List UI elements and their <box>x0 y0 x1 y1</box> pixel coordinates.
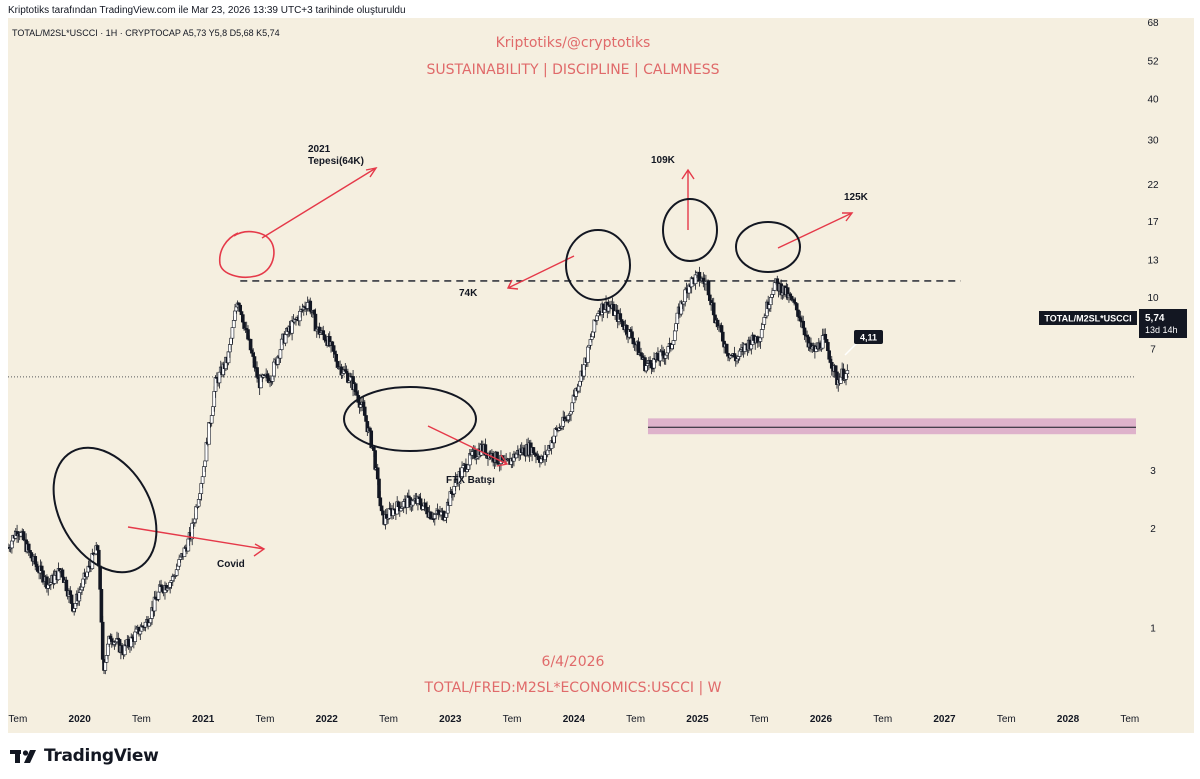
x-tick-label: Tem <box>503 714 522 725</box>
x-tick-label: 2022 <box>316 714 339 725</box>
y-tick-label: 22 <box>1147 180 1159 191</box>
price-chart[interactable]: TOTAL/M2SL*USCCI · 1H · CRYPTOCAP A5,73 … <box>8 18 1194 733</box>
x-tick-label: 2024 <box>563 714 586 725</box>
x-tick-label: Tem <box>132 714 151 725</box>
support-zone <box>647 418 1136 435</box>
x-tick-label: Tem <box>379 714 398 725</box>
price-axis[interactable]: 68 52 40 30 22 17 13 10 7 3 2 1 <box>1147 18 1159 635</box>
watermark: Kriptotiks/@cryptotiks SUSTAINABILITY | … <box>424 35 722 696</box>
peak-109k-arrowhead <box>681 168 695 180</box>
x-tick-label: 2028 <box>1057 714 1080 725</box>
x-tick-label: 2025 <box>686 714 709 725</box>
peak-125k-arrow <box>777 212 853 249</box>
y-tick-label: 3 <box>1150 466 1156 477</box>
time-axis[interactable]: Tem 2020 Tem 2021 Tem 2022 Tem 2023 Tem 2024 Tem 20… <box>8 714 1139 725</box>
export-note: Kriptotiks tarafından TradingView.com il… <box>8 5 406 16</box>
tradingview-wordmark: TradingView <box>44 746 159 766</box>
covid-ellipse <box>52 446 158 574</box>
ftx-arrowhead <box>496 454 509 467</box>
peak-125k-arrowhead <box>842 212 854 222</box>
peak-74k-arrowhead <box>506 279 519 290</box>
x-tick-label: 2020 <box>69 714 92 725</box>
x-tick-label: Tem <box>750 714 769 725</box>
tradingview-logo-icon <box>10 750 36 763</box>
tradingview-brand[interactable]: TradingView <box>10 746 159 766</box>
y-tick-label: 10 <box>1147 293 1159 304</box>
annotation-labels: 2021 Tepesi(64K) 109K 125K 74K FTX Batış… <box>217 144 869 570</box>
y-tick-label: 7 <box>1150 344 1156 355</box>
x-tick-label: Tem <box>1120 714 1139 725</box>
price-tag-value: 5,74 <box>1145 313 1165 324</box>
x-tick-label: 2023 <box>439 714 462 725</box>
x-tick-label: Tem <box>997 714 1016 725</box>
peak-2021-arrowhead <box>365 166 378 178</box>
y-tick-label: 30 <box>1147 136 1159 147</box>
y-tick-label: 68 <box>1147 18 1159 29</box>
watermark-date: 6/4/2026 <box>542 654 605 670</box>
peak-74k-ellipse <box>565 229 631 301</box>
peak-109k-ellipse <box>662 198 718 262</box>
peak-2021-circle <box>218 230 275 279</box>
price-tag-symbol: TOTAL/M2SL*USCCI <box>1044 314 1131 324</box>
y-tick-label: 2 <box>1150 524 1156 535</box>
level-badge: 4,11 <box>844 330 883 356</box>
y-tick-label: 52 <box>1147 57 1159 68</box>
price-tag-countdown: 13d 14h <box>1145 325 1178 335</box>
watermark-symbol: TOTAL/FRED:M2SL*ECONOMICS:USCCI | W <box>424 680 722 696</box>
peak-125k-ellipse <box>735 221 801 273</box>
symbol-legend: TOTAL/M2SL*USCCI · 1H · CRYPTOCAP A5,73 … <box>12 28 280 38</box>
peak-2021-arrow <box>261 167 377 239</box>
label-covid: Covid <box>217 559 245 570</box>
y-tick-label: 13 <box>1147 256 1159 267</box>
watermark-motto: SUSTAINABILITY | DISCIPLINE | CALMNESS <box>427 62 720 78</box>
ftx-ellipse <box>343 386 477 452</box>
y-tick-label: 17 <box>1147 217 1159 228</box>
x-tick-label: Tem <box>8 714 27 725</box>
label-125k: 125K <box>844 192 869 203</box>
label-2021-line2: Tepesi(64K) <box>308 156 364 167</box>
x-tick-label: 2026 <box>810 714 833 725</box>
x-tick-label: Tem <box>873 714 892 725</box>
x-tick-label: 2021 <box>192 714 215 725</box>
y-tick-label: 1 <box>1150 624 1156 635</box>
x-tick-label: 2027 <box>933 714 956 725</box>
x-tick-label: Tem <box>256 714 275 725</box>
footer-bar <box>0 733 1200 779</box>
peak-74k-arrow <box>507 255 575 289</box>
y-tick-label: 40 <box>1147 94 1159 105</box>
level-badge-box <box>854 330 883 344</box>
ftx-arrow <box>427 425 508 465</box>
price-tag-symbol-box <box>1039 311 1137 325</box>
cycle-circles <box>52 198 801 574</box>
label-74k: 74K <box>459 288 478 299</box>
candle <box>100 615 105 664</box>
price-tag: TOTAL/M2SL*USCCI 5,74 13d 14h <box>1039 309 1187 338</box>
candle-series <box>8 266 850 675</box>
label-ftx: FTX Batışı <box>446 475 495 486</box>
annotation-layer <box>127 166 854 557</box>
price-tag-value-box <box>1139 309 1187 338</box>
watermark-author: Kriptotiks/@cryptotiks <box>496 35 651 51</box>
candle <box>845 364 850 378</box>
level-badge-text: 4,11 <box>860 333 877 343</box>
covid-arrow <box>127 526 265 550</box>
chart-panel[interactable]: TOTAL/M2SL*USCCI · 1H · CRYPTOCAP A5,73 … <box>8 18 1194 733</box>
x-tick-label: Tem <box>626 714 645 725</box>
covid-arrowhead <box>253 543 266 557</box>
label-109k: 109K <box>651 155 676 166</box>
label-2021-line1: 2021 <box>308 144 331 155</box>
candle <box>90 548 95 570</box>
